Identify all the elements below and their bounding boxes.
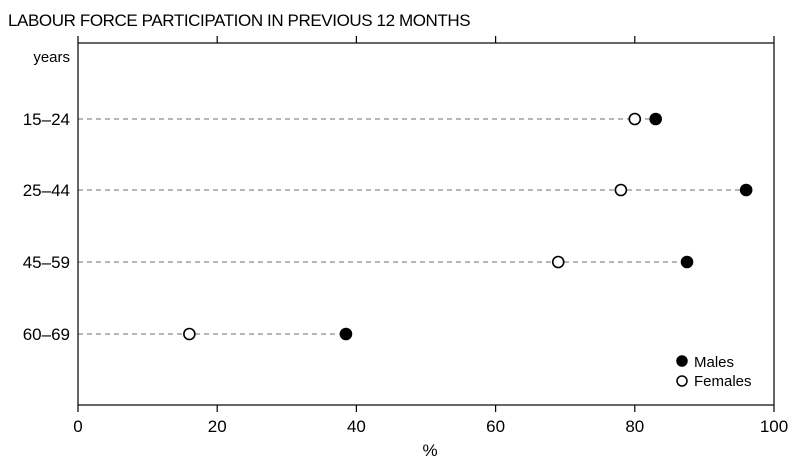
legend-label-females: Females: [694, 373, 752, 390]
legend-marker-females: [676, 375, 688, 387]
male-point: [649, 112, 662, 126]
x-tick-label: 80: [625, 417, 644, 436]
legend-marker-males: [676, 355, 688, 367]
top-axis-ticks: [77, 36, 775, 43]
category-label: 60–69: [23, 325, 70, 344]
x-tick-label: 100: [760, 417, 788, 436]
chart-title: LABOUR FORCE PARTICIPATION IN PREVIOUS 1…: [8, 11, 471, 30]
x-tick-label: 60: [486, 417, 505, 436]
guide-lines: [78, 118, 747, 335]
x-tick-label: 0: [73, 417, 82, 436]
y-axis-label: years: [33, 49, 70, 66]
female-point: [551, 255, 565, 269]
category-label: 25–44: [23, 181, 70, 200]
data-points: [183, 112, 753, 341]
x-tick-label: 40: [347, 417, 366, 436]
category-label: 45–59: [23, 253, 70, 272]
x-axis-label: %: [422, 441, 437, 457]
female-point: [614, 183, 628, 197]
legend-label-males: Males: [694, 354, 734, 371]
female-point: [628, 112, 642, 126]
male-point: [739, 183, 753, 197]
x-axis-ticks: 0 20 40 60 80 100: [73, 405, 788, 436]
female-point: [183, 327, 196, 341]
category-label: 15–24: [23, 110, 70, 129]
male-point: [680, 255, 694, 269]
male-point: [339, 327, 353, 341]
x-tick-label: 20: [208, 417, 227, 436]
legend: Males Females: [676, 354, 752, 390]
category-labels: 15–24 25–44 45–59 60–69: [23, 110, 70, 344]
plot-frame: [77, 42, 775, 406]
